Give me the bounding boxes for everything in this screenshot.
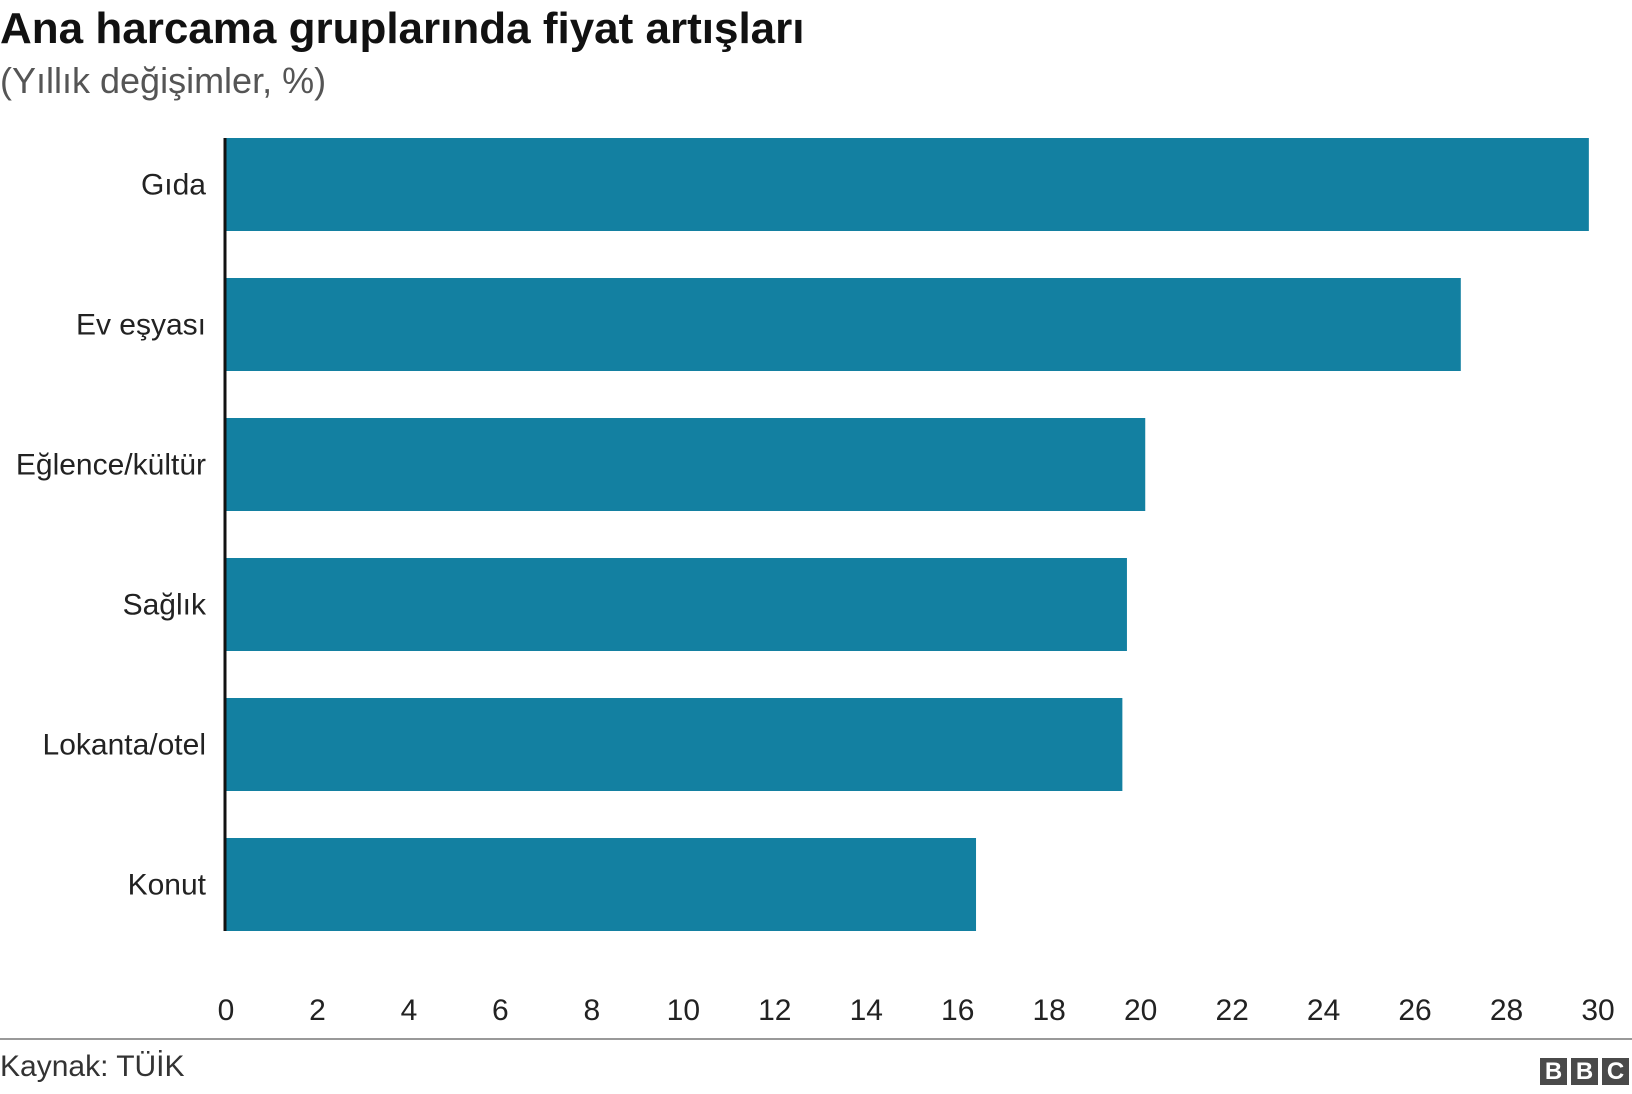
x-tick-label: 20 <box>1124 994 1157 1027</box>
footer-divider <box>0 1038 1632 1040</box>
x-tick-label: 14 <box>850 994 883 1027</box>
bar <box>226 838 977 931</box>
x-tick-label: 16 <box>941 994 974 1027</box>
x-tick-label: 22 <box>1215 994 1248 1027</box>
x-tick-labels: 0 2 4 6 8 10 12 14 16 18 20 22 24 26 28 30 <box>218 994 1615 1027</box>
bar-chart: Gıda Ev eşyası Eğlence/kültür Sağlık Lokanta… <box>16 138 1615 1027</box>
bar <box>226 278 1461 371</box>
chart-subtitle: (Yıllık değişimler, %) <box>0 60 327 101</box>
category-label: Eğlence/kültür <box>16 449 206 482</box>
x-tick-label: 4 <box>401 994 418 1027</box>
bars-group <box>226 138 1589 931</box>
category-labels: Gıda Ev eşyası Eğlence/kültür Sağlık Lokanta… <box>16 169 207 902</box>
x-tick-label: 24 <box>1307 994 1340 1027</box>
x-tick-label: 10 <box>667 994 700 1027</box>
x-tick-label: 18 <box>1033 994 1066 1027</box>
bar <box>226 558 1127 651</box>
category-label: Gıda <box>141 169 206 202</box>
bar <box>226 138 1589 231</box>
bbc-logo-letter: B <box>1571 1058 1598 1085</box>
category-label: Ev eşyası <box>76 309 206 342</box>
x-tick-label: 8 <box>584 994 601 1027</box>
x-tick-label: 26 <box>1398 994 1431 1027</box>
category-label: Sağlık <box>123 589 207 622</box>
x-tick-label: 2 <box>309 994 326 1027</box>
bbc-logo-letter: C <box>1602 1058 1629 1085</box>
x-tick-label: 30 <box>1581 994 1614 1027</box>
x-tick-label: 28 <box>1490 994 1523 1027</box>
source-note: Kaynak: TÜİK <box>0 1050 185 1083</box>
bbc-logo-letter: B <box>1540 1058 1567 1085</box>
bbc-logo: B B C <box>1540 1058 1629 1085</box>
x-tick-label: 12 <box>758 994 791 1027</box>
chart-title: Ana harcama gruplarında fiyat artışları <box>0 4 805 53</box>
category-label: Konut <box>128 869 207 902</box>
x-tick-label: 6 <box>492 994 509 1027</box>
bar <box>226 698 1123 791</box>
x-tick-label: 0 <box>218 994 235 1027</box>
bar <box>226 418 1146 511</box>
category-label: Lokanta/otel <box>43 729 206 762</box>
